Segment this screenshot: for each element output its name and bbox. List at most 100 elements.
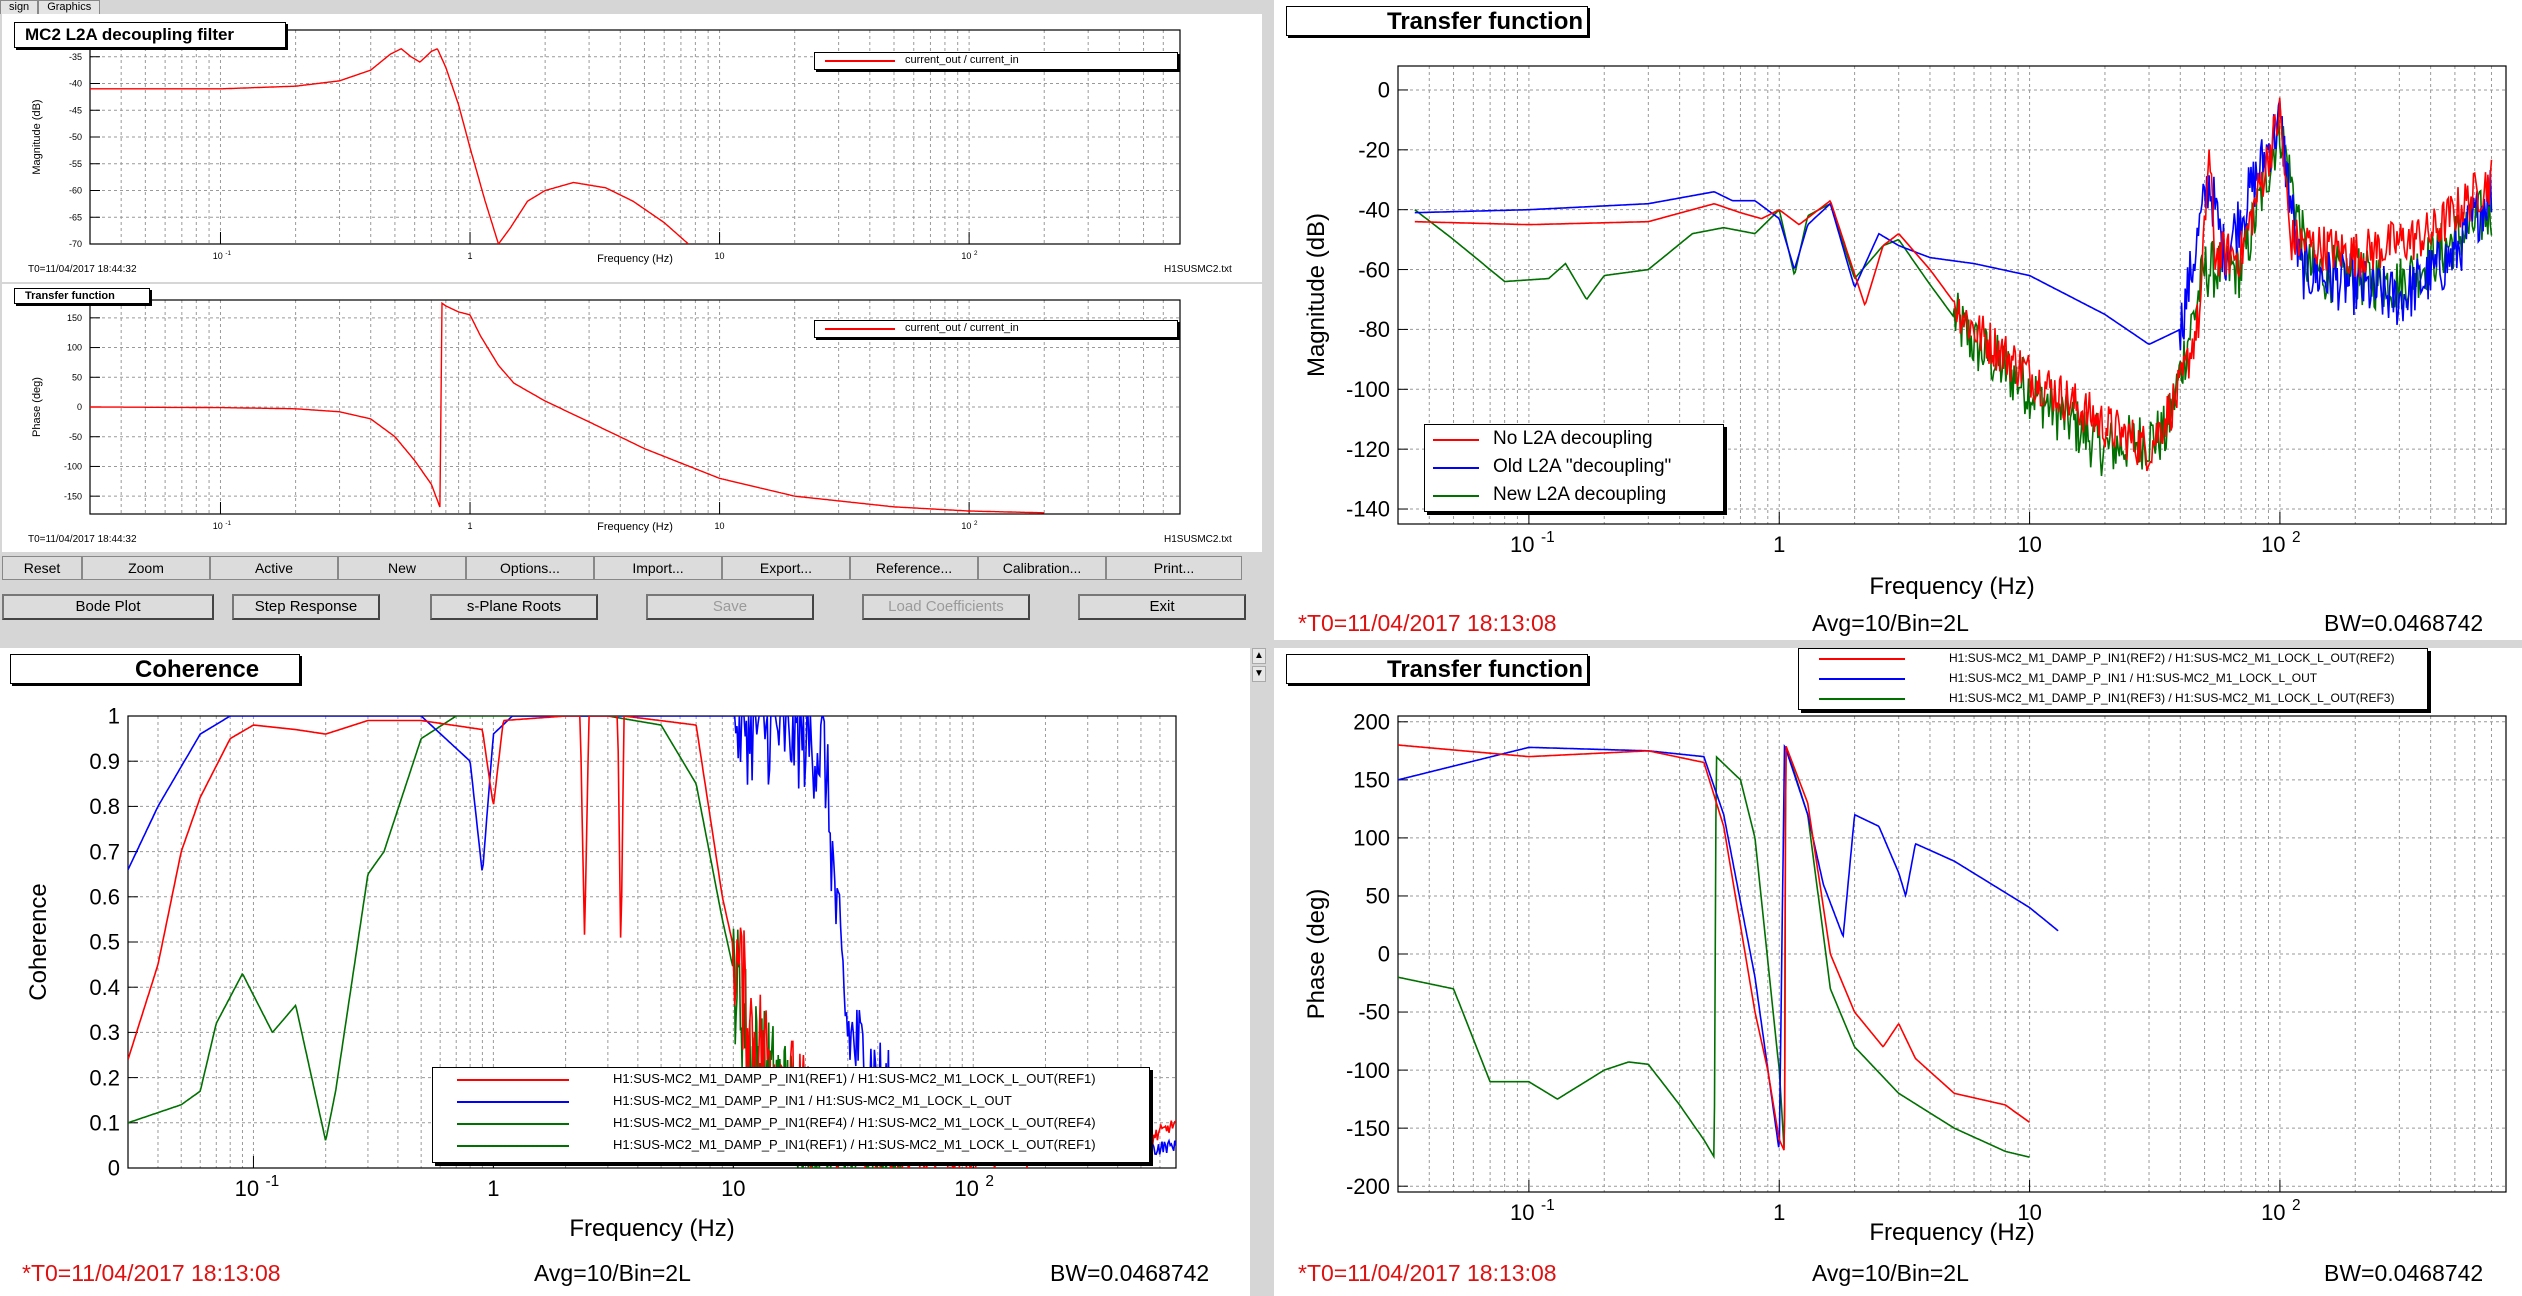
avg-label: Avg=10/Bin=2L (1812, 610, 1969, 636)
plot-frame (1397, 65, 2507, 525)
x-tick-label: 1 (468, 251, 473, 261)
legend-label: current_out / current_in (905, 322, 1019, 334)
legend-label: No L2A decoupling (1493, 428, 1653, 449)
splitter-down-arrow-icon[interactable]: ▼ (1252, 666, 1266, 682)
legend-swatch-blue (1819, 678, 1905, 680)
y-tick-label: -150 (64, 491, 82, 501)
coherence-chart: 0 0.1 0.2 0.3 0.4 0.5 0.6 0.7 0.8 0.9 1 10 -1 1 10 10 2 F… (25, 704, 1177, 1242)
legend-label: Old L2A "decoupling" (1493, 456, 1672, 477)
legend-label: H1:SUS-MC2_M1_DAMP_P_IN1 / H1:SUS-MC2_M1… (1949, 671, 2318, 685)
series-line (1414, 97, 2493, 472)
x-tick-label: 10 (954, 1176, 978, 1201)
import-button[interactable]: Import... (594, 556, 722, 580)
panel-title: MC2 L2A decoupling filter (14, 22, 286, 48)
y-tick-label: -70 (69, 239, 82, 249)
y-axis-label: Magnitude (dB) (31, 99, 43, 174)
options-button[interactable]: Options... (466, 556, 594, 580)
y-tick-label: 150 (67, 313, 82, 323)
y-tick-label: -200 (1346, 1174, 1390, 1199)
x-tick-label: 10 (1510, 532, 1534, 557)
legend: H1:SUS-MC2_M1_DAMP_P_IN1(REF1) / H1:SUS-… (432, 1067, 1150, 1163)
active-button[interactable]: Active (210, 556, 338, 580)
reset-button[interactable]: Reset (2, 556, 82, 580)
y-tick-label: 50 (1366, 884, 1390, 909)
tab-design[interactable]: sign (0, 0, 39, 14)
legend: H1:SUS-MC2_M1_DAMP_P_IN1(REF2) / H1:SUS-… (1798, 648, 2428, 710)
legend-label: H1:SUS-MC2_M1_DAMP_P_IN1(REF4) / H1:SUS-… (613, 1115, 1096, 1130)
x-tick-exponent: 2 (974, 520, 978, 527)
splitter-up-arrow-icon[interactable]: ▲ (1252, 648, 1266, 664)
y-tick-label: -40 (1358, 197, 1390, 222)
legend: current_out / current_in (814, 320, 1178, 338)
legend-swatch-green (457, 1123, 569, 1125)
y-tick-label: 0.3 (89, 1020, 120, 1045)
y-tick-label: -60 (69, 186, 82, 196)
bw-label: BW=0.0468742 (2324, 610, 2484, 636)
legend-swatch-green (1433, 495, 1479, 497)
x-tick-label: 1 (487, 1176, 499, 1201)
y-tick-label: -50 (69, 432, 82, 442)
bode-plot-button[interactable]: Bode Plot (2, 594, 214, 620)
y-tick-label: 100 (1353, 826, 1390, 851)
series-line (90, 301, 1045, 514)
exit-button[interactable]: Exit (1078, 594, 1246, 620)
y-axis-label: Coherence (25, 883, 52, 1000)
x-tick-exponent: -1 (1541, 529, 1555, 546)
s-plane-roots-button[interactable]: s-Plane Roots (430, 594, 598, 620)
grid (1397, 716, 2507, 1192)
y-tick-label: -150 (1346, 1116, 1390, 1141)
y-tick-label: -65 (69, 212, 82, 222)
load-coefficients-button[interactable]: Load Coefficients (862, 594, 1030, 620)
y-tick-label: -50 (1358, 1000, 1390, 1025)
tf-magnitude-chart: 0 -20 -40 -60 -80 -100 -120 -140 10 -1 1 10 10 2 Frequ… (1303, 65, 2507, 600)
y-tick-label: -100 (1346, 377, 1390, 402)
tf-phase-panel: 200 150 100 50 0 -50 -100 -150 -200 10 -1 1 10 10 2 Fre… (1274, 648, 2522, 1296)
x-tick-label: 10 (235, 1176, 259, 1201)
y-tick-label: -45 (69, 105, 82, 115)
y-tick-label: 1 (108, 704, 120, 729)
x-tick-label: 10 (961, 521, 971, 531)
tab-graphics[interactable]: Graphics (38, 0, 101, 14)
print-button[interactable]: Print... (1106, 556, 1242, 580)
y-tick-label: 100 (67, 343, 82, 353)
x-tick-label: 10 (2017, 1200, 2041, 1225)
y-tick-label: -40 (69, 79, 82, 89)
legend-label: H1:SUS-MC2_M1_DAMP_P_IN1(REF2) / H1:SUS-… (1949, 651, 2395, 665)
x-tick-label: 10 (2261, 532, 2285, 557)
x-tick-label: 1 (468, 521, 473, 531)
plot-toolbar: Reset Zoom Active New Options... Import.… (2, 556, 1262, 580)
legend-swatch-red (1819, 658, 1905, 660)
y-tick-label: 0.7 (89, 839, 120, 864)
y-axis-label: Magnitude (dB) (1303, 213, 1330, 377)
step-response-button[interactable]: Step Response (232, 594, 380, 620)
y-tick-label: -100 (1346, 1058, 1390, 1083)
y-tick-label: 0.2 (89, 1065, 120, 1090)
legend-swatch-green (1819, 698, 1905, 700)
save-button[interactable]: Save (646, 594, 814, 620)
reference-button[interactable]: Reference... (850, 556, 978, 580)
x-tick-exponent: -1 (225, 520, 231, 527)
legend: No L2A decoupling Old L2A "decoupling" N… (1424, 424, 1724, 512)
y-tick-label: -80 (1358, 317, 1390, 342)
y-tick-label: 0.5 (89, 930, 120, 955)
x-tick-label: 10 (961, 251, 971, 261)
calibration-button[interactable]: Calibration... (978, 556, 1106, 580)
x-axis-label: Frequency (Hz) (597, 521, 673, 533)
x-axis-label: Frequency (Hz) (569, 1215, 734, 1242)
new-button[interactable]: New (338, 556, 466, 580)
x-tick-exponent: 2 (985, 1173, 994, 1190)
export-button[interactable]: Export... (722, 556, 850, 580)
y-tick-label: -20 (1358, 138, 1390, 163)
filter-magnitude-panel: -70-65-60-55-50-45-40-35-3010-1110102Fre… (2, 14, 1262, 282)
tf-phase-chart: 200 150 100 50 0 -50 -100 -150 -200 10 -1 1 10 10 2 Fre… (1303, 710, 2507, 1246)
zoom-button[interactable]: Zoom (82, 556, 210, 580)
series-line (90, 48, 689, 244)
series-line (1398, 744, 2031, 1151)
panel-title: Transfer function (1286, 6, 1588, 36)
y-tick-label: -55 (69, 159, 82, 169)
y-tick-label: 0.6 (89, 885, 120, 910)
coherence-panel: 0 0.1 0.2 0.3 0.4 0.5 0.6 0.7 0.8 0.9 1 10 -1 1 10 10 2 F… (0, 648, 1250, 1296)
legend-swatch-red (457, 1079, 569, 1081)
x-tick-label: 10 (213, 251, 223, 261)
